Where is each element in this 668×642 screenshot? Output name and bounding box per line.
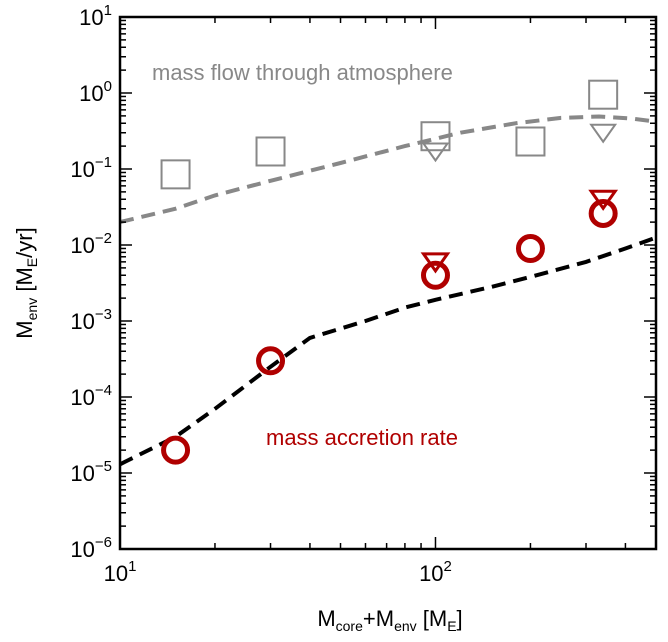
triangle-down-marker	[588, 189, 619, 211]
circle-marker	[420, 260, 450, 290]
annotation-mass-accretion: mass accretion rate	[266, 425, 458, 450]
y-tick-label: 10−3	[70, 306, 112, 334]
mass-flow-dashed-line	[119, 114, 657, 225]
annotation-mass-flow: mass flow through atmosphere	[152, 60, 453, 85]
y-axis-label: Menv [ME/yr]	[12, 227, 40, 338]
circle-marker	[515, 233, 545, 263]
square-marker	[255, 136, 286, 167]
x-tick-label: 101	[104, 558, 137, 586]
square-marker	[420, 121, 451, 152]
square-marker	[588, 79, 619, 110]
triangle-down-marker	[421, 142, 450, 163]
circle-marker	[256, 346, 286, 376]
y-tick-label: 10−6	[70, 534, 112, 562]
circle-marker	[161, 435, 191, 465]
x-axis-label: Mcore+Menv [ME]	[317, 606, 462, 634]
plot-content	[119, 79, 657, 467]
triangle-down-marker	[420, 252, 451, 274]
axes: 101 102 10−6 10−5 10−4 10−3 10−2 10−1 100 101	[70, 2, 657, 586]
triangle-down-marker	[589, 123, 618, 144]
y-tick-label: 100	[79, 78, 112, 106]
y-tick-label: 101	[79, 2, 112, 30]
mass-accretion-dashed-line	[119, 235, 657, 467]
circle-marker	[588, 198, 618, 228]
y-tick-label: 10−5	[70, 458, 112, 486]
y-tick-label: 10−2	[70, 230, 112, 258]
y-tick-label: 10−1	[70, 154, 112, 182]
x-tick-label: 102	[419, 558, 452, 586]
y-tick-label: 10−4	[70, 382, 112, 410]
plot-frame	[118, 15, 658, 551]
square-marker	[515, 126, 546, 157]
square-marker	[160, 159, 191, 190]
